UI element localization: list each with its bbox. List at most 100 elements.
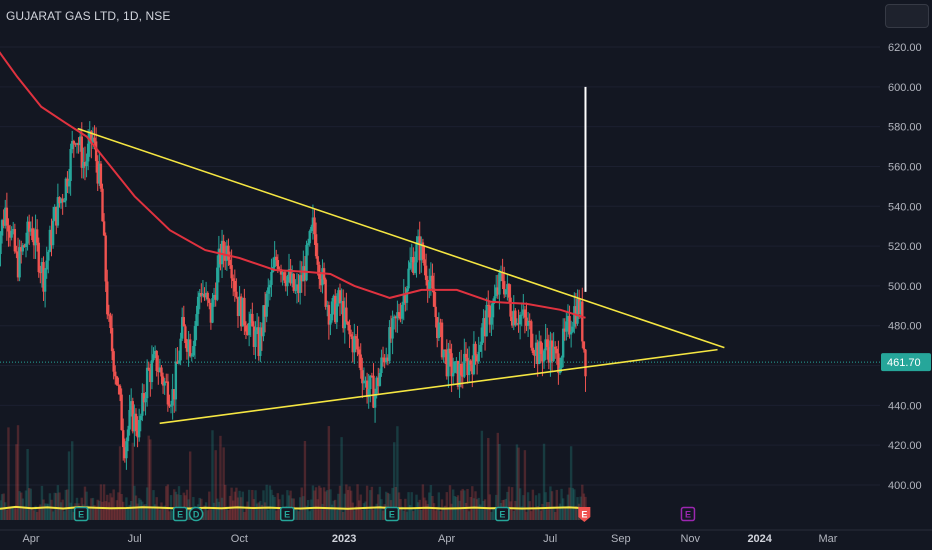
volume-bar <box>439 511 442 520</box>
earnings-icon <box>680 506 696 522</box>
candle-body <box>542 350 546 362</box>
candle-body <box>444 349 447 351</box>
volume-bar <box>464 502 468 520</box>
candle-body <box>359 354 362 371</box>
volume-bar <box>477 497 480 520</box>
volume-bar <box>340 437 343 520</box>
earnings-icon <box>384 506 400 522</box>
candle-body <box>510 316 514 326</box>
volume-bar <box>43 503 47 520</box>
volume-bar <box>123 508 127 520</box>
event-marker-earnings[interactable]: E <box>172 506 188 522</box>
candle-body <box>203 293 206 298</box>
volume-bar <box>412 511 415 520</box>
candle-body <box>480 327 484 345</box>
trendline-upper[interactable] <box>77 127 725 349</box>
volume-bar <box>173 489 176 520</box>
volume-bar <box>85 491 88 520</box>
volume-bar <box>488 494 492 520</box>
event-marker-dividend[interactable]: D <box>188 506 204 522</box>
event-marker-earnings[interactable]: E <box>495 506 510 522</box>
candle-body <box>386 357 390 361</box>
candle-body <box>420 242 423 261</box>
volume-bar <box>434 510 437 520</box>
candle-body <box>357 349 361 355</box>
volume-bar <box>523 450 527 520</box>
volume-bar <box>216 498 219 520</box>
volume-bar <box>276 493 280 520</box>
candle-body <box>343 307 346 329</box>
candle-body <box>410 257 413 263</box>
time-tick-label: 2023 <box>332 533 356 545</box>
candle-body <box>337 290 340 304</box>
candle-body <box>402 293 405 305</box>
candle-body <box>404 293 407 303</box>
candle-body <box>24 243 28 248</box>
candle-body <box>4 207 7 226</box>
chart-settings-box[interactable] <box>885 4 929 28</box>
candle-body <box>104 235 107 282</box>
time-tick-label: Mar <box>819 533 838 545</box>
candle-body <box>265 293 268 317</box>
volume-bar <box>230 487 233 520</box>
last-price-label: 461.70 <box>887 357 921 369</box>
candle-body <box>45 260 48 270</box>
candle-body <box>458 363 461 387</box>
candle-body <box>71 141 74 150</box>
candle-body <box>334 295 337 323</box>
volume-bar <box>214 450 217 520</box>
candle-body <box>58 197 61 204</box>
volume-bar <box>370 486 374 520</box>
candle-body <box>311 217 315 227</box>
candle-body <box>472 343 476 375</box>
candle-body <box>437 322 441 339</box>
candle-body <box>2 220 5 226</box>
candle-body <box>319 278 323 286</box>
volume-bar <box>120 493 123 520</box>
volume-bar <box>420 509 423 520</box>
candle-body <box>99 163 103 189</box>
candle-body <box>101 188 104 222</box>
event-marker-earnings[interactable]: E <box>384 506 400 522</box>
event-marker-earnings[interactable]: E <box>73 506 89 522</box>
volume-bar <box>69 502 72 520</box>
candle-body <box>308 231 311 244</box>
volume-bar <box>447 508 450 520</box>
event-marker-earnings_future[interactable]: E <box>680 506 696 522</box>
candle-body <box>408 262 412 269</box>
candle-body <box>353 336 356 353</box>
candle-body <box>345 307 348 322</box>
candlesticks <box>0 121 587 470</box>
candle-body <box>243 297 246 326</box>
candle-body <box>13 229 17 252</box>
event-marker-earnings[interactable]: E <box>279 506 295 522</box>
time-tick-label: 2024 <box>747 533 772 545</box>
volume-bar <box>397 492 401 520</box>
volume-bar <box>122 501 125 520</box>
volume-bar <box>334 499 337 520</box>
candle-body <box>83 162 87 167</box>
volume-bar <box>563 507 566 520</box>
volume-bar <box>373 506 377 520</box>
candle-body <box>399 316 402 319</box>
candle-body <box>369 375 372 390</box>
trendline-lower[interactable] <box>159 348 718 425</box>
candle-body <box>330 301 334 321</box>
volume-bar <box>278 499 281 520</box>
candle-body <box>436 317 439 339</box>
event-marker-earnings_upcoming[interactable]: E <box>578 507 591 522</box>
candle-body <box>152 354 155 361</box>
candle-body <box>190 355 193 357</box>
volume-bar <box>51 511 55 520</box>
candle-body <box>219 248 222 265</box>
candle-body <box>7 225 10 232</box>
candle-body <box>173 389 176 400</box>
volume-bar <box>174 491 178 520</box>
volume-bar <box>518 488 522 520</box>
volume-bar <box>152 490 155 520</box>
volume-bar <box>530 511 533 520</box>
volume-bar <box>450 503 453 520</box>
candle-body <box>53 206 56 221</box>
candle-body <box>502 281 506 295</box>
